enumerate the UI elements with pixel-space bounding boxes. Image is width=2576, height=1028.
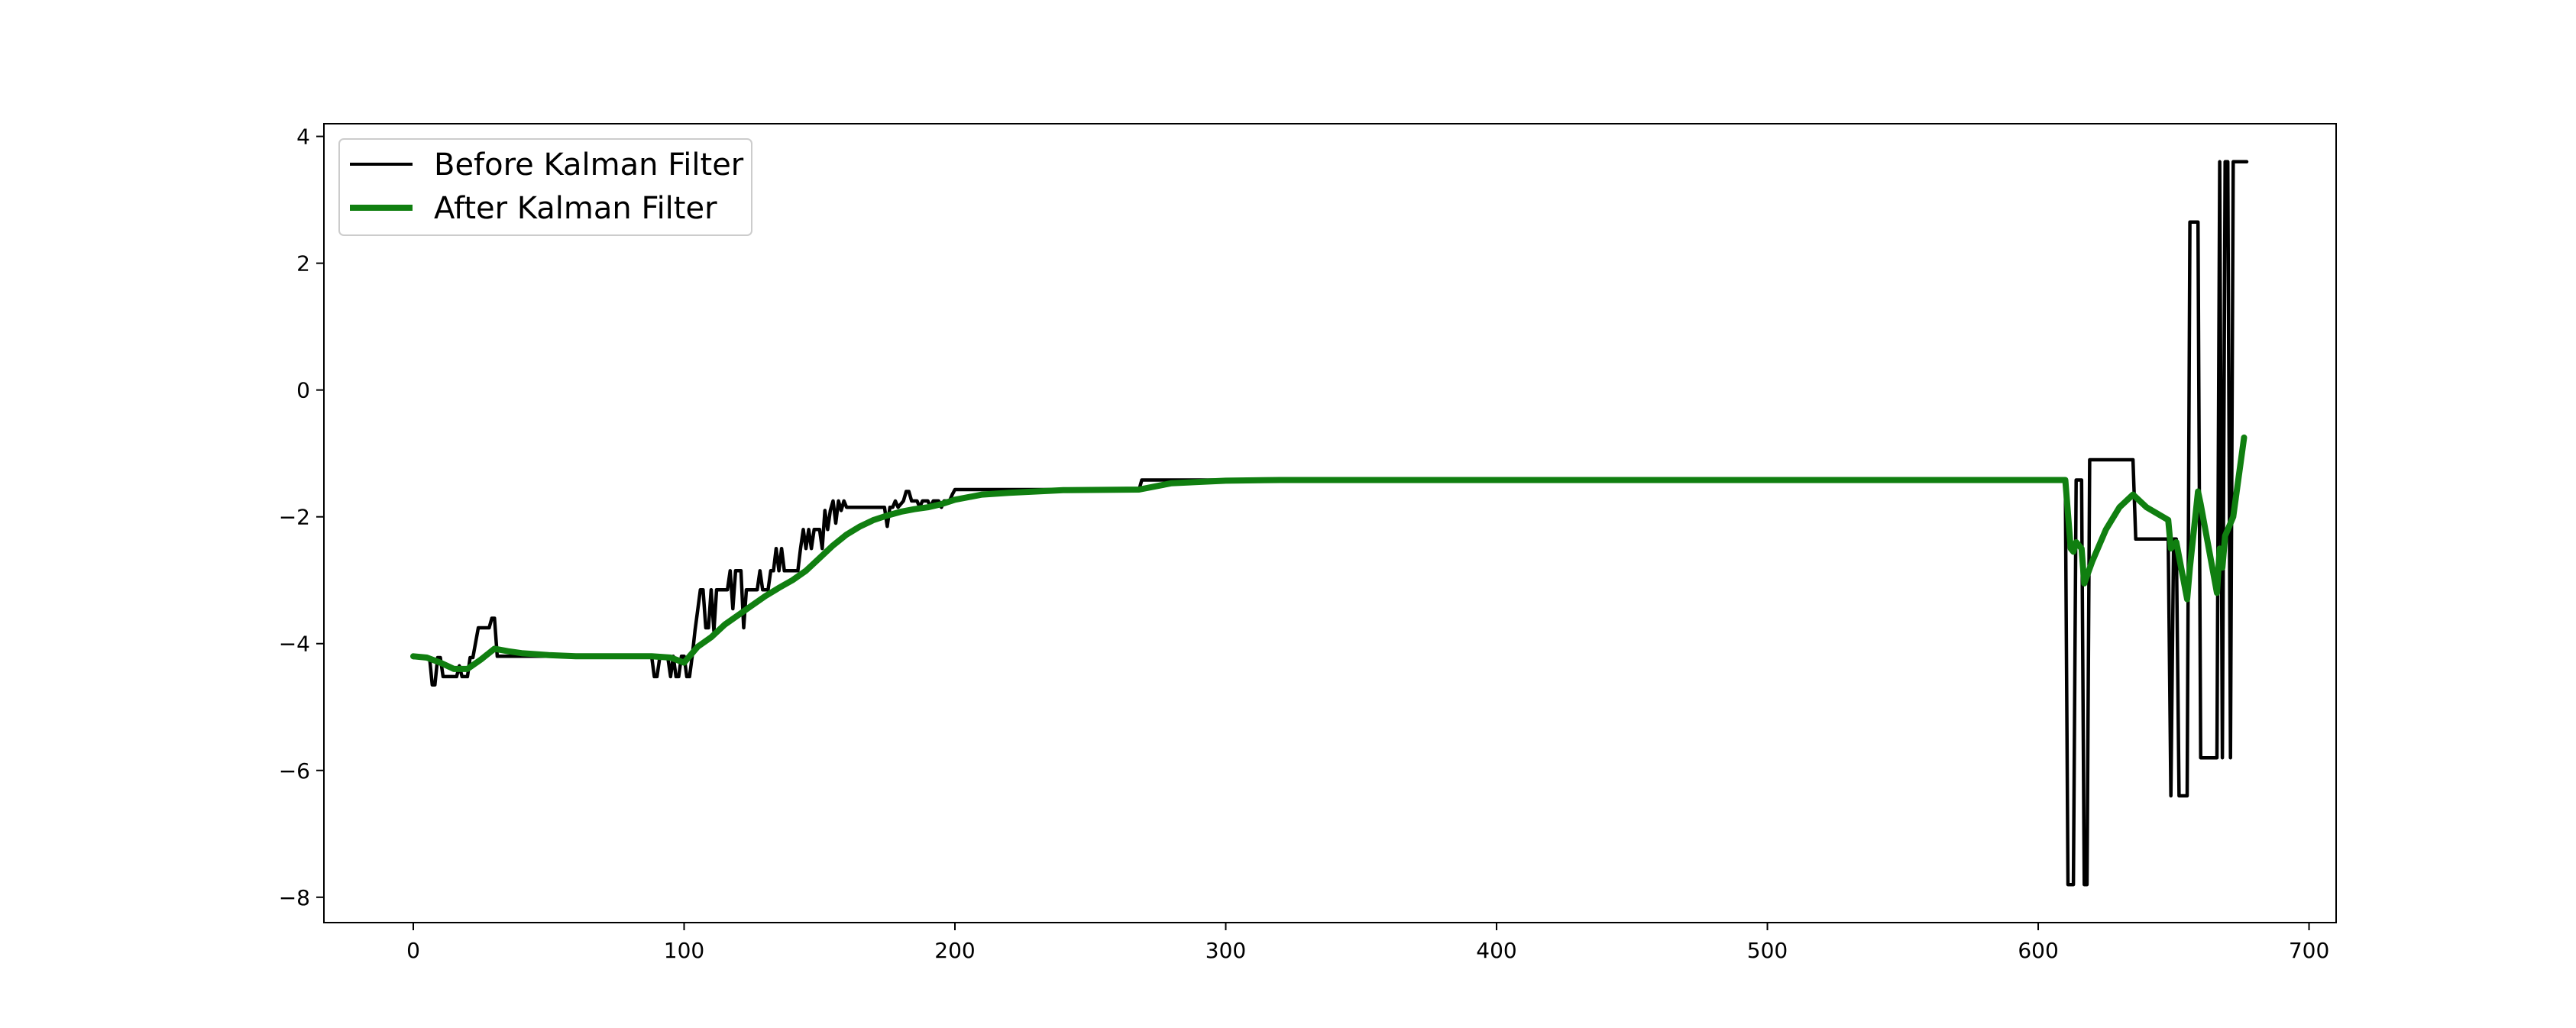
legend-box — [338, 138, 752, 236]
plot-frame — [323, 123, 2337, 923]
x-tick-label: 200 — [934, 938, 975, 963]
x-tick-label: 0 — [406, 938, 420, 963]
x-tick-label: 100 — [664, 938, 704, 963]
y-tick-label: 0 — [296, 378, 310, 403]
y-tick-label: −2 — [279, 505, 310, 530]
x-tick-label: 700 — [2289, 938, 2329, 963]
y-tick-label: −8 — [279, 885, 310, 910]
series-line-before-kalman — [411, 160, 2249, 887]
y-tick-label: 2 — [296, 251, 310, 276]
y-axis: 4 2 0 −2 −4 −6 −8 — [279, 124, 324, 910]
legend: Before Kalman Filter After Kalman Filter — [338, 138, 752, 236]
legend-label-after: After Kalman Filter — [434, 191, 717, 226]
x-tick-label: 600 — [2018, 938, 2058, 963]
y-tick-label: −4 — [279, 632, 310, 657]
y-tick-label: −6 — [279, 758, 310, 784]
x-axis: 0 100 200 300 400 500 600 700 — [406, 923, 2329, 963]
y-tick-label: 4 — [296, 124, 310, 150]
series-layer — [410, 160, 2249, 887]
series-line-after-kalman — [410, 434, 2248, 672]
x-tick-label: 400 — [1476, 938, 1516, 963]
x-tick-label: 300 — [1205, 938, 1246, 963]
legend-label-before: Before Kalman Filter — [434, 147, 744, 183]
x-tick-label: 500 — [1747, 938, 1788, 963]
